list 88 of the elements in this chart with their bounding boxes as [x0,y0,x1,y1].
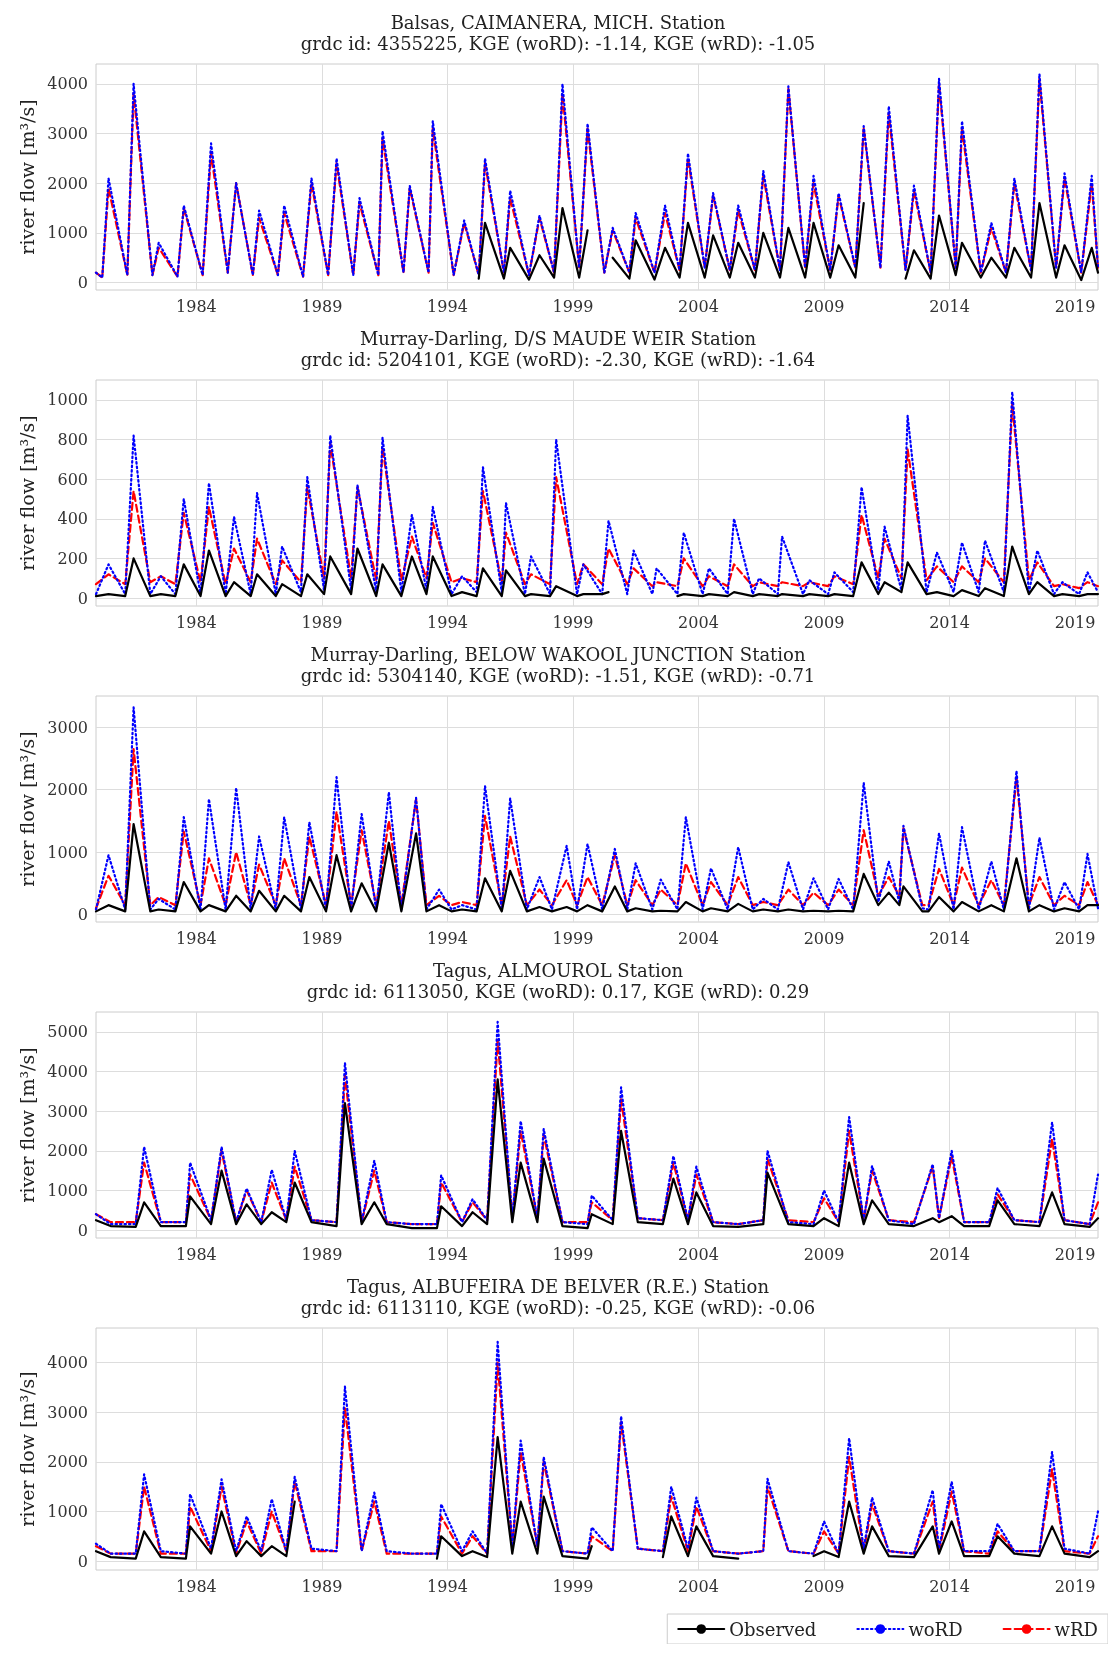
y-tick-label: 800 [57,429,88,449]
x-tick-label: 2014 [929,928,970,948]
y-tick-label: 3000 [47,717,88,737]
y-tick-label: 0 [77,588,88,608]
x-tick-label: 1984 [176,1244,217,1264]
y-tick-label: 0 [77,1220,88,1240]
y-tick-label: 400 [57,509,88,529]
x-tick-label: 1994 [427,1244,468,1264]
y-tick-label: 1000 [47,390,88,410]
x-tick-label: 2004 [678,612,719,632]
x-tick-label: 1999 [552,928,594,948]
x-tick-label: 1989 [301,612,343,632]
y-tick-label: 600 [57,469,88,489]
x-tick-label: 1989 [301,296,343,316]
x-tick-label: 2019 [1054,296,1096,316]
y-tick-label: 1000 [47,1180,88,1200]
x-tick-label: 2009 [803,1576,845,1596]
chart-subtitle: grdc id: 6113110, KGE (woRD): -0.25, KGE (wRD): -0.06 [300,1296,816,1318]
x-tick-label: 1999 [552,1244,594,1264]
line-series [94,822,1100,913]
x-tick-label: 1994 [427,612,468,632]
y-tick-label: 0 [77,1551,88,1571]
y-tick-label: 4000 [47,1061,88,1081]
y-tick-label: 0 [77,273,88,293]
x-tick-label: 2019 [1054,612,1096,632]
x-tick-label: 2009 [803,928,845,948]
x-tick-label: 1994 [427,1576,468,1596]
x-tick-label: 1999 [552,1576,594,1596]
line-series [94,1078,1100,1230]
x-tick-label: 2014 [929,296,970,316]
x-tick-label: 2019 [1054,1244,1096,1264]
x-tick-label: 1984 [176,1576,217,1596]
x-tick-label: 1994 [427,296,468,316]
legend-label: woRD [908,1618,963,1640]
chart-title: Tagus, ALMOUROL Station [432,959,684,981]
x-tick-label: 2019 [1054,928,1096,948]
y-tick-label: 2000 [47,1141,88,1161]
y-tick-label: 2000 [47,173,88,193]
chart-subtitle: grdc id: 6113050, KGE (woRD): 0.17, KGE (wRD): 0.29 [306,980,810,1002]
legend-label: Observed [729,1618,817,1640]
x-tick-label: 1994 [427,928,468,948]
x-tick-label: 2014 [929,1244,970,1264]
x-tick-label: 2004 [678,1244,719,1264]
y-tick-label: 3000 [47,1101,88,1121]
y-tick-label: 1000 [47,842,88,862]
y-tick-label: 3000 [47,1402,88,1422]
x-tick-label: 2004 [678,928,719,948]
chart-subtitle: grdc id: 4355225, KGE (woRD): -1.14, KGE (wRD): -1.05 [300,32,816,54]
legend-label: wRD [1054,1618,1099,1640]
x-tick-label: 2014 [929,612,970,632]
y-tick-label: 4000 [47,1353,88,1373]
y-tick-label: 0 [77,905,88,925]
chart-title: Balsas, CAIMANERA, MICH. Station [390,11,726,33]
y-tick-label: 4000 [47,74,88,94]
y-axis-title: river flow [m³/s] [15,731,38,887]
x-tick-label: 2009 [803,612,845,632]
y-tick-label: 200 [57,548,88,568]
chart-subtitle: grdc id: 5204101, KGE (woRD): -2.30, KGE (wRD): -1.64 [300,348,816,370]
chart-title: Murray-Darling, BELOW WAKOOL JUNCTION Station [310,643,806,665]
chart-subtitle: grdc id: 5304140, KGE (woRD): -1.51, KGE (wRD): -0.71 [300,664,816,686]
x-tick-label: 2004 [678,296,719,316]
y-tick-label: 1000 [47,223,88,243]
y-axis-title: river flow [m³/s] [15,1047,38,1203]
y-tick-label: 1000 [47,1501,88,1521]
x-tick-label: 1989 [301,1576,343,1596]
y-tick-label: 3000 [47,124,88,144]
x-tick-label: 2019 [1054,1576,1096,1596]
chart-title: Tagus, ALBUFEIRA DE BELVER (R.E.) Station [346,1275,770,1297]
y-axis-title: river flow [m³/s] [15,1371,38,1527]
x-tick-label: 2014 [929,1576,970,1596]
line-series [94,706,1100,911]
chart-title: Murray-Darling, D/S MAUDE WEIR Station [359,327,757,349]
x-tick-label: 1984 [176,612,217,632]
x-tick-label: 2009 [803,1244,845,1264]
y-axis-title: river flow [m³/s] [15,99,38,255]
x-tick-label: 1984 [176,296,217,316]
y-axis-title: river flow [m³/s] [15,415,38,571]
y-tick-label: 2000 [47,780,88,800]
x-tick-label: 1999 [552,612,594,632]
y-tick-label: 2000 [47,1452,88,1472]
y-tick-label: 5000 [47,1022,88,1042]
line-series [94,747,1100,910]
x-tick-label: 1989 [301,928,343,948]
x-tick-label: 2004 [678,1576,719,1596]
x-tick-label: 2009 [803,296,845,316]
x-tick-label: 1999 [552,296,594,316]
x-tick-label: 1989 [301,1244,343,1264]
x-tick-label: 1984 [176,928,217,948]
